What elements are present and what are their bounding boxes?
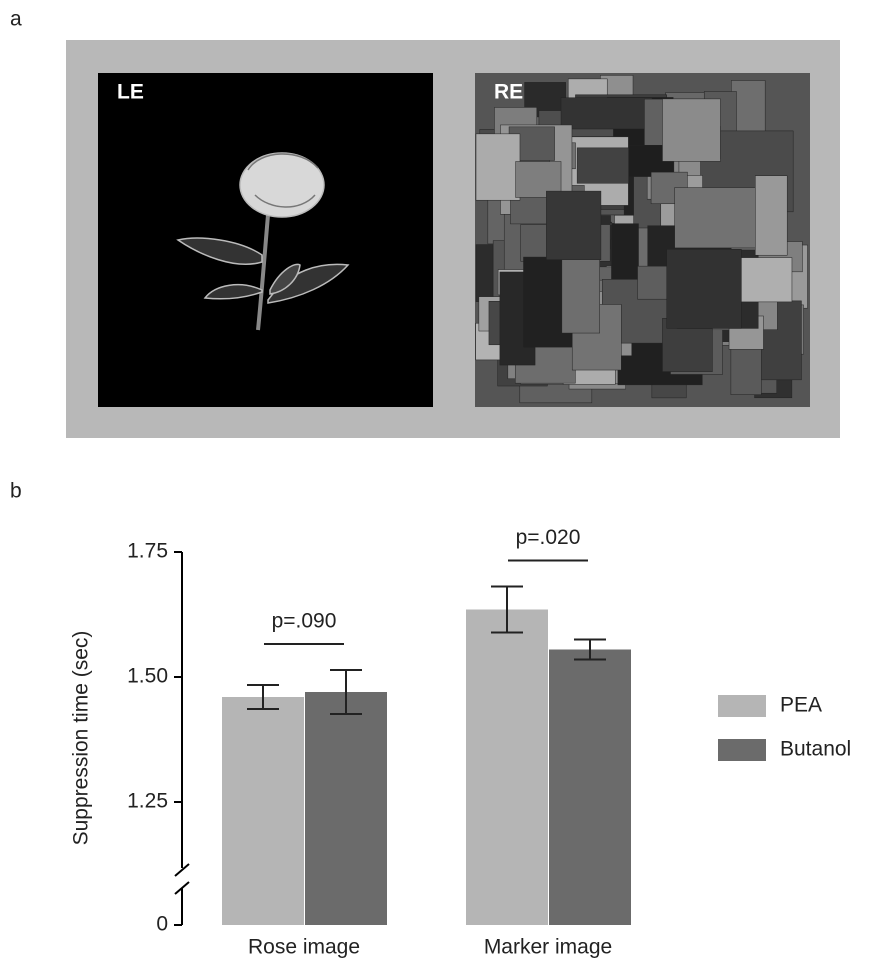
rose bbox=[176, 152, 350, 331]
mosaic-tile bbox=[475, 133, 521, 201]
legend-label: PEA bbox=[780, 694, 822, 717]
y-tick-label: 0 bbox=[156, 913, 168, 936]
mosaic-tile bbox=[666, 249, 742, 329]
mosaic-tile bbox=[546, 190, 602, 260]
mosaic-tile bbox=[611, 223, 639, 284]
bar bbox=[305, 692, 387, 925]
mosaic-tile bbox=[560, 97, 653, 130]
legend-swatch bbox=[718, 695, 766, 717]
error-bar bbox=[247, 684, 279, 710]
error-bar bbox=[574, 638, 606, 661]
left-eye-label: LE bbox=[117, 81, 144, 104]
mosaic-tile bbox=[576, 147, 629, 184]
annotation: p=.020 bbox=[516, 526, 581, 549]
bar bbox=[549, 649, 631, 925]
mosaic-tile bbox=[674, 187, 760, 249]
error-bar bbox=[491, 585, 523, 634]
panel-label: a bbox=[10, 8, 22, 31]
axis-break bbox=[174, 881, 190, 895]
bar bbox=[222, 697, 304, 925]
panel-label: b bbox=[10, 480, 22, 503]
bar bbox=[466, 609, 548, 925]
right-eye-label: RE bbox=[494, 81, 523, 104]
mosaic-tile bbox=[561, 249, 600, 334]
y-tick-label: 1.25 bbox=[127, 790, 168, 813]
y-axis-label: Suppression time (sec) bbox=[70, 631, 93, 846]
axis-break bbox=[174, 863, 190, 877]
x-tick-label: Rose image bbox=[248, 936, 360, 959]
legend-swatch bbox=[718, 739, 766, 761]
mosaic-image bbox=[475, 73, 810, 407]
mosaic-tile bbox=[755, 175, 788, 256]
y-tick-label: 1.75 bbox=[127, 540, 168, 563]
annotation: p=.090 bbox=[272, 610, 337, 633]
mosaic-tile bbox=[662, 98, 721, 162]
x-tick-label: Marker image bbox=[484, 936, 612, 959]
error-bar bbox=[330, 669, 362, 715]
legend-label: Butanol bbox=[780, 738, 851, 761]
y-tick-label: 1.50 bbox=[127, 665, 168, 688]
